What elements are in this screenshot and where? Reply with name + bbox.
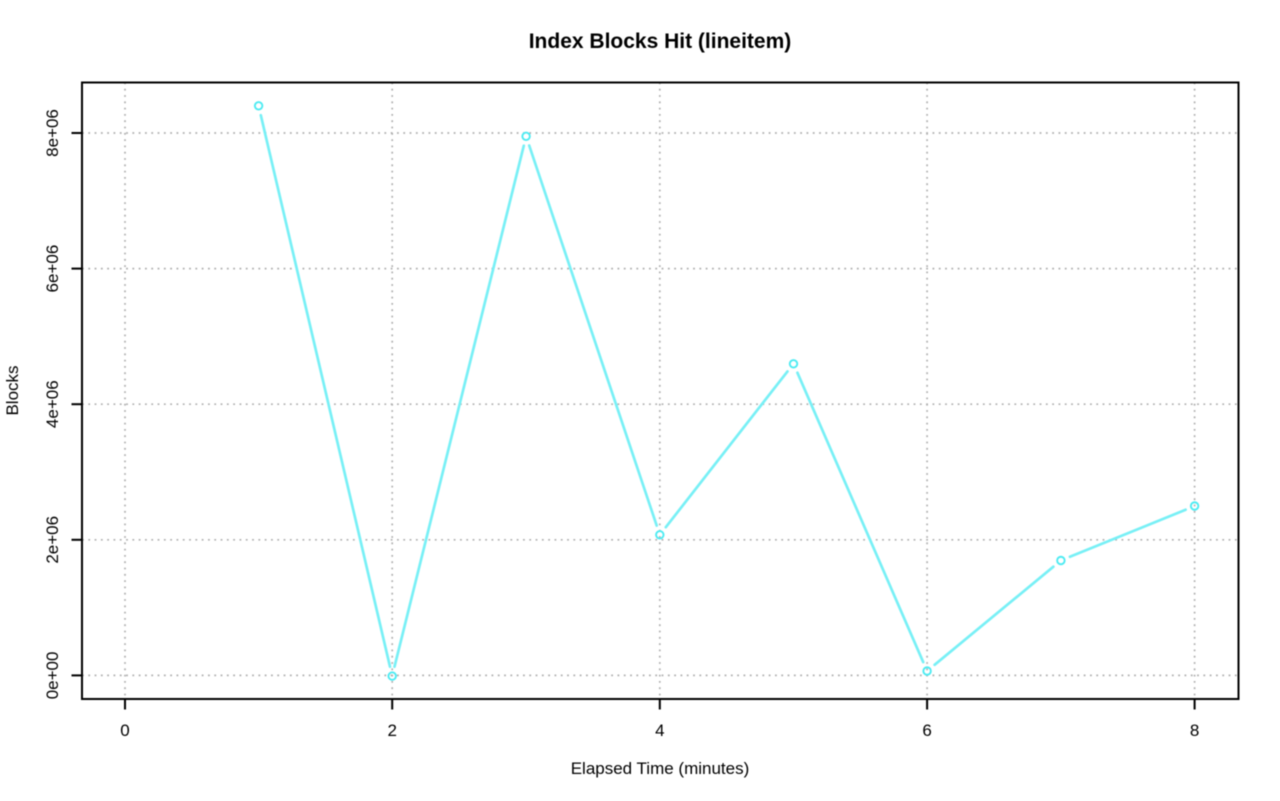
svg-text:6e+06: 6e+06	[43, 245, 62, 293]
svg-text:0e+00: 0e+00	[43, 652, 62, 700]
svg-text:2: 2	[387, 721, 396, 740]
svg-text:6: 6	[922, 721, 931, 740]
svg-text:8e+06: 8e+06	[43, 109, 62, 157]
svg-text:Blocks: Blocks	[3, 365, 22, 415]
svg-text:Elapsed Time (minutes): Elapsed Time (minutes)	[571, 759, 750, 778]
svg-text:4: 4	[655, 721, 664, 740]
svg-text:2e+06: 2e+06	[43, 516, 62, 564]
svg-text:0: 0	[120, 721, 129, 740]
svg-text:Index Blocks Hit (lineitem): Index Blocks Hit (lineitem)	[529, 30, 792, 53]
svg-text:4e+06: 4e+06	[43, 380, 62, 428]
svg-text:8: 8	[1190, 721, 1199, 740]
